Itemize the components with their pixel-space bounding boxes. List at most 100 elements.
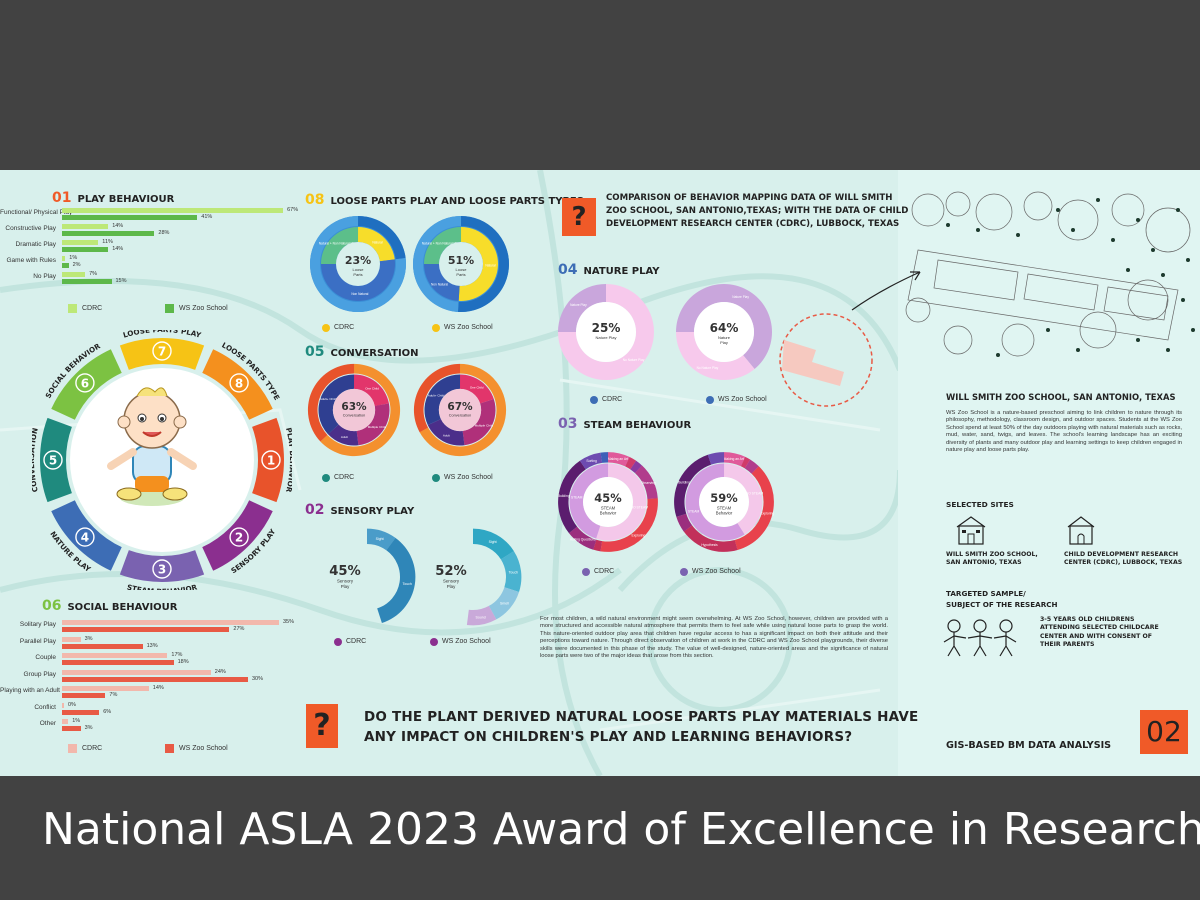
donut-center-label: Play <box>720 340 728 345</box>
steam-outer-slice <box>707 452 725 465</box>
steam-outer-slice-label: Exploring <box>632 533 646 537</box>
sensory-slice <box>500 551 522 593</box>
steam-outer-slice <box>683 525 738 552</box>
site-description: WS Zoo School is a nature-based preschoo… <box>946 410 1182 454</box>
bar-value-label: 7% <box>89 271 98 277</box>
wheel-number-circle <box>75 527 95 547</box>
legend-dot <box>432 324 440 332</box>
loose-inner-slice <box>424 263 460 301</box>
bar-category-label: Group Play <box>23 670 56 678</box>
steam-outer-slice <box>600 498 658 552</box>
bar-value-label: 30% <box>252 675 264 682</box>
loose-inner-slice <box>424 227 462 264</box>
donut-center-label: STEAM <box>601 505 616 510</box>
legend-dot <box>582 568 590 576</box>
section-01-title: 01 PLAY BEHAVIOUR <box>52 190 175 206</box>
bar-ws <box>62 263 69 268</box>
sensory-slice-label: Sound <box>476 616 486 620</box>
wheel-number-circle <box>152 559 172 579</box>
legend-dot <box>432 474 440 482</box>
steam-outer-slice-label: Sorting <box>586 459 597 463</box>
loose-inner-slice <box>358 227 395 262</box>
loose-outer-slice <box>413 216 462 312</box>
legend-cdrc-label-3: CDRC <box>334 324 355 331</box>
wheel-number: 1 <box>267 454 275 468</box>
research-question: DO THE PLANT DERIVED NATURAL LOOSE PARTS… <box>364 709 919 745</box>
wheel-segment <box>202 500 273 571</box>
steam-cdrc-donut: Making an Art Observing Exploring Asking Qu… <box>558 452 658 552</box>
sensory-slice-label: Sight <box>376 537 384 541</box>
sensory-center-label: Sensory <box>443 579 460 584</box>
bar-value-label: 17% <box>171 652 183 658</box>
nature-slice-label: No Nature Play <box>623 358 645 362</box>
conv-inner-slice-label: Multiple Child <box>368 425 387 429</box>
section-08-title: 08 LOOSE PARTS PLAY AND LOOSE PARTS TYPES <box>305 192 584 208</box>
legend-dot <box>322 324 330 332</box>
bar-ws <box>62 660 174 665</box>
steam-inner-slice-label: NO STEAM <box>746 492 764 496</box>
sensory-slice-label: Touch <box>403 582 412 586</box>
donut-center-label: Nature Play <box>596 335 617 340</box>
comparison-heading: COMPARISON OF BEHAVIOR MAPPING DATA OF W… <box>606 193 909 229</box>
conv-inner-slice-label: Adult <box>443 433 450 437</box>
legend-cdrc-swatch-2 <box>68 744 77 753</box>
donut-center-label: Parts <box>456 272 465 277</box>
play-behaviour-chart: Functional/ Physical Play 67% 41% Construct… <box>0 207 300 298</box>
bar-value-label: 7% <box>109 692 118 698</box>
bar-ws <box>62 215 198 220</box>
bar-value-label: 2% <box>72 262 81 268</box>
loose-inner-slice-label: Non Natural <box>431 283 448 287</box>
loose-inner-slice <box>321 259 395 301</box>
bar-value-label: 14% <box>152 685 164 691</box>
question-mark-icon: ? <box>562 198 596 236</box>
bar-value-label: 0% <box>68 701 76 708</box>
steam-outer-slice <box>674 454 712 517</box>
steam-inner-slice <box>685 463 745 541</box>
bar-value-label: 3% <box>84 725 93 731</box>
school-icon <box>956 516 986 545</box>
nature-slice <box>558 284 654 380</box>
wheel-segment-label: CONVERSATION <box>32 427 40 493</box>
bar-cdrc <box>62 686 149 691</box>
donut-center-label: Loose <box>456 267 468 272</box>
conv-inner-slice-label: One Child <box>365 387 379 391</box>
sensory-slice <box>488 587 520 620</box>
steam-outer-slice <box>608 452 630 467</box>
award-caption: National ASLA 2023 Award of Excellence i… <box>42 804 1200 855</box>
steam-outer-slice-label: Exploring <box>760 512 774 516</box>
sensory-center-label: Sensory <box>337 579 354 584</box>
bar-category-label: Other <box>39 720 56 727</box>
legend-dot <box>706 396 714 404</box>
steam-outer-slice <box>744 459 759 474</box>
bar-category-label: Game with Rules <box>6 257 57 264</box>
steam-inner-slice-label: STEAM <box>571 496 583 500</box>
bar-cdrc <box>62 719 69 724</box>
steam-outer-slice <box>558 460 586 534</box>
sensory-center-label: Play <box>341 584 350 589</box>
bar-category-label: Parallel Play <box>19 637 56 645</box>
wheel-number-circle <box>152 341 172 361</box>
bar-ws <box>62 627 230 632</box>
conv-inner-slice <box>356 403 390 446</box>
nature-slice-label: Nature Play <box>732 295 749 299</box>
bar-ws <box>62 676 248 682</box>
donut-center-label: Conversation <box>449 414 472 418</box>
steam-outer-slice <box>676 513 693 532</box>
wheel-number: 7 <box>158 345 166 359</box>
loose-inner-slice-label: Natural <box>372 240 383 244</box>
legend-dot <box>680 568 688 576</box>
steam-outer-slice <box>724 452 746 467</box>
legend-ws-label-6: WS Zoo School <box>718 396 767 403</box>
donut-center-value: 25% <box>592 321 621 335</box>
bar-ws <box>62 643 143 649</box>
steam-outer-slice <box>634 465 658 500</box>
wheel-number: 8 <box>235 376 243 390</box>
bar-value-label: 14% <box>112 223 124 229</box>
wheel-number: 3 <box>158 563 166 577</box>
bar-value-label: 27% <box>233 626 245 632</box>
loose-parts-ws-donut: Natural Non Natural Natural + Non Natural … <box>413 216 509 312</box>
map-background <box>0 170 1200 776</box>
bar-cdrc <box>62 224 109 229</box>
